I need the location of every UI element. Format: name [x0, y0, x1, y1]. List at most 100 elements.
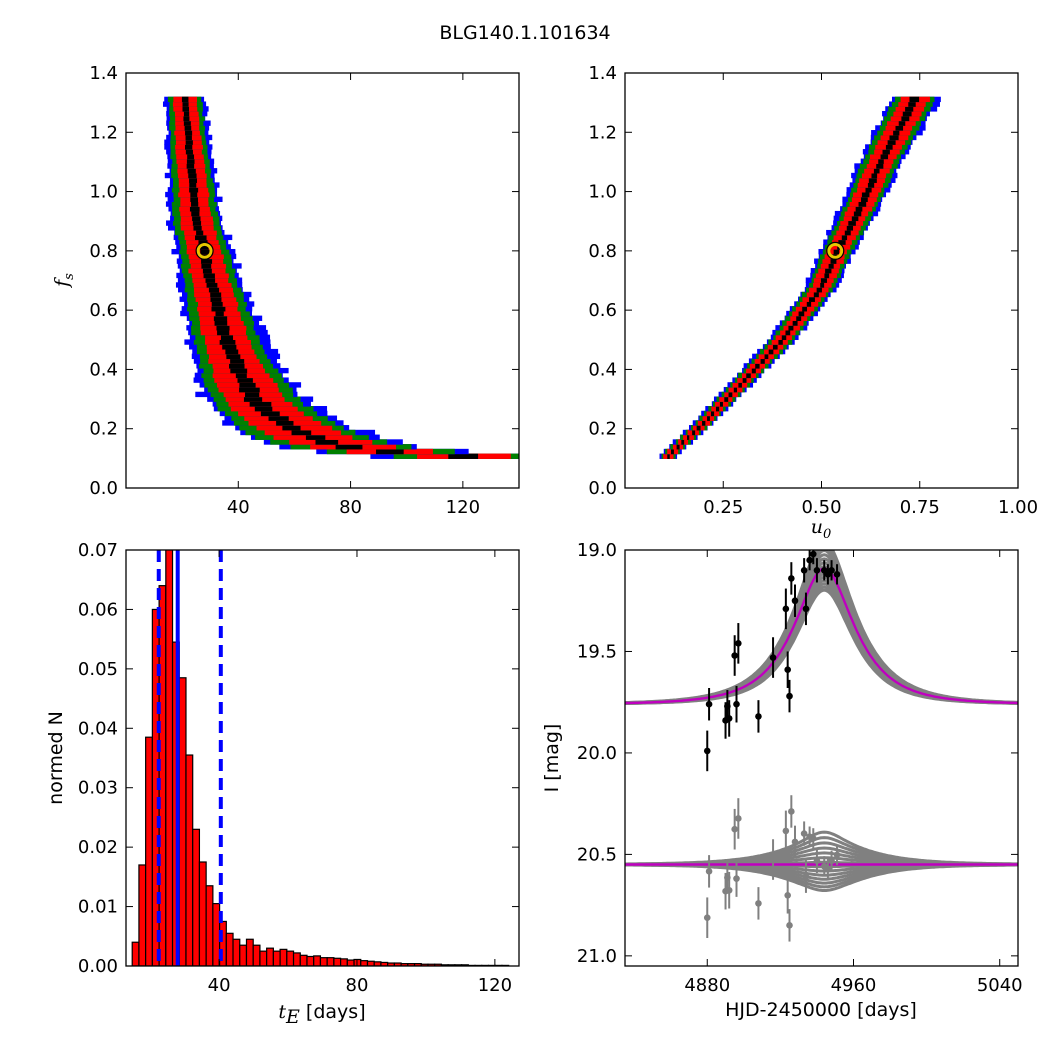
- y-tick-label: 21.0: [577, 946, 617, 967]
- histogram-bar: [259, 950, 268, 966]
- residual-point: [800, 830, 808, 837]
- contour-cell: [824, 272, 830, 279]
- contour-cell: [848, 220, 856, 226]
- contour-cell: [733, 386, 738, 393]
- y-tick-label: 0.03: [78, 778, 118, 799]
- data-point: [731, 652, 738, 659]
- contour-cell: [676, 444, 680, 450]
- y-tick-label: 0.4: [89, 359, 118, 380]
- contour-cell: [764, 353, 769, 360]
- y-axis-label: fs: [51, 273, 77, 289]
- contour-cell: [715, 406, 720, 412]
- contour-cell: [211, 306, 226, 312]
- contour-cell: [844, 229, 851, 236]
- contour-cell: [183, 110, 190, 117]
- contour-cell: [901, 115, 910, 122]
- best-fit-marker-outline: [195, 241, 214, 260]
- contour-cell: [268, 415, 289, 421]
- y-tick-label: 0.04: [78, 718, 118, 739]
- contour-cell: [893, 130, 900, 136]
- histogram-bar: [339, 958, 348, 966]
- panel-tE-vs-fs: 40 80 120 0.0 0.2 0.4 0.6 0.8 1.0 1.2 1.4 fs: [51, 63, 520, 518]
- contour-cell: [187, 153, 195, 160]
- best-fit-marker: [196, 242, 213, 259]
- contour-cell: [671, 448, 674, 455]
- x-tick-label: 40: [227, 497, 250, 518]
- contour-cell: [235, 372, 247, 379]
- contour-cell: [681, 439, 685, 445]
- histogram-bar: [292, 952, 301, 966]
- contour-cell: [213, 315, 228, 321]
- model-sample: [625, 572, 1018, 705]
- contour-cell: [806, 301, 812, 307]
- contour-cell: [898, 120, 906, 126]
- histogram-bar: [286, 950, 295, 966]
- contour-cell: [193, 225, 202, 231]
- axes-frame: [125, 549, 520, 967]
- contour-cell: [760, 358, 765, 364]
- contour-cell: [696, 425, 701, 431]
- contour-cell: [254, 406, 273, 412]
- contour-cell: [186, 158, 195, 164]
- contour-cell: [201, 258, 213, 264]
- residual-point: [788, 808, 795, 815]
- residual-sample: [625, 863, 1018, 892]
- residual-point: [769, 856, 777, 863]
- contour-cell: [861, 196, 868, 203]
- panel-tE-histogram: 40 80 1200.000.010.020.030.040.050.060.07 …: [45, 540, 520, 1028]
- contour-cell: [448, 453, 479, 459]
- data-point: [733, 700, 740, 708]
- contour-cell: [305, 434, 326, 440]
- residual-point: [784, 891, 791, 899]
- contour-cell: [885, 144, 893, 150]
- model-sample: [625, 585, 1018, 705]
- x-tick-label: 1.00: [998, 497, 1038, 518]
- y-tick-label: 0.0: [89, 478, 118, 499]
- data-point: [782, 605, 790, 613]
- contour-cell: [190, 196, 199, 203]
- data-point: [828, 566, 835, 574]
- contour-cell: [182, 106, 190, 112]
- residual-point: [703, 914, 711, 922]
- histogram-bar: [198, 861, 207, 966]
- model-sample: [625, 588, 1018, 705]
- contour-cell: [798, 310, 805, 317]
- contour-cell: [182, 101, 189, 107]
- contour-cell: [905, 106, 914, 112]
- y-tick-label: 0.4: [588, 359, 617, 380]
- contour-cell: [187, 168, 196, 174]
- contour-cell: [181, 96, 189, 103]
- model-sample: [625, 579, 1018, 705]
- y-tick-label: 0.02: [78, 837, 118, 858]
- x-tick-label: 5040: [977, 975, 1023, 996]
- contour-cell: [908, 101, 916, 107]
- contour-cell: [820, 282, 825, 288]
- histogram-bar: [272, 950, 281, 966]
- contour-cell: [191, 201, 199, 207]
- y-tick-label: 0.05: [78, 659, 118, 680]
- x-tick-label: 120: [446, 497, 480, 518]
- histogram-bar: [192, 828, 201, 966]
- histogram-bar: [279, 948, 288, 966]
- histogram-bar: [138, 864, 147, 966]
- contour-cell: [229, 363, 245, 369]
- contour-cell: [185, 144, 193, 150]
- y-tick-label: 0.2: [89, 419, 118, 440]
- contour-cell: [802, 306, 807, 312]
- contour-cell: [192, 220, 202, 226]
- y-tick-label: 0.8: [588, 241, 617, 262]
- contour-cell: [853, 210, 862, 217]
- contour-cell: [196, 229, 204, 236]
- contour-cell: [216, 325, 230, 331]
- contour-cell: [851, 215, 859, 222]
- y-tick-label: 0.6: [588, 300, 617, 321]
- x-tick-label: 40: [208, 975, 231, 996]
- contour-cell: [202, 268, 212, 274]
- residual-point: [791, 838, 799, 846]
- contour-cell: [828, 263, 834, 269]
- contour-cell: [276, 420, 294, 426]
- contour-cell: [189, 182, 197, 188]
- x-tick-label: 120: [478, 975, 512, 996]
- y-tick-label: 1.4: [89, 63, 118, 84]
- contour-cell: [206, 282, 218, 288]
